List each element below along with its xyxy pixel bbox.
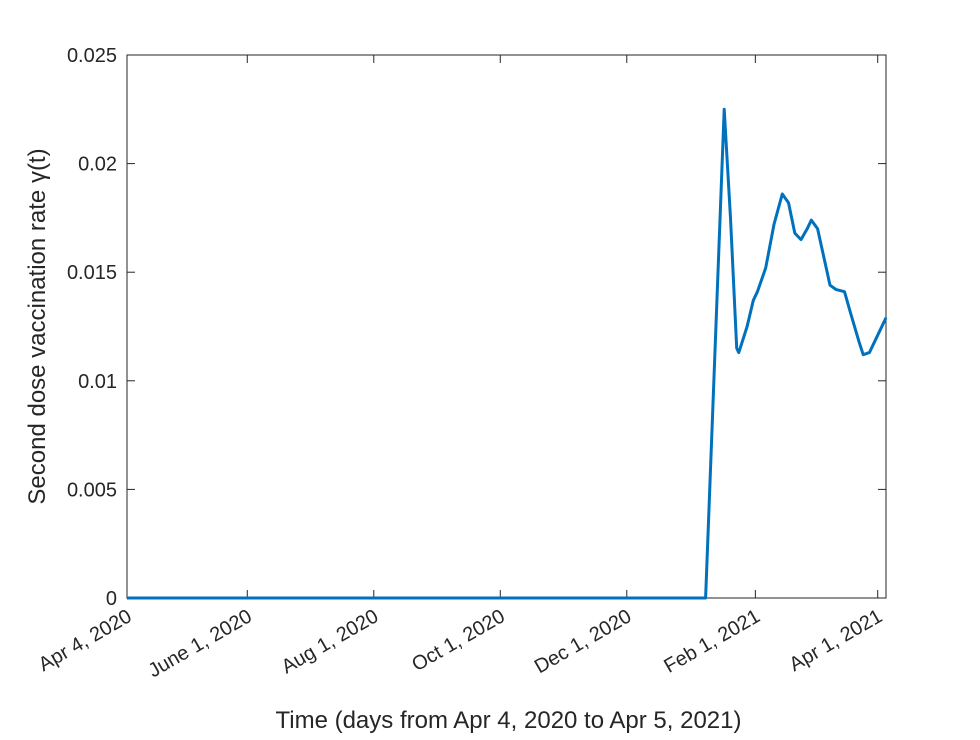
y-tick-label: 0.01 [78, 371, 117, 393]
y-tick-label: 0.02 [78, 154, 117, 176]
y-tick-label: 0.015 [67, 262, 117, 284]
plot-frame [126, 54, 887, 599]
series-layer [127, 107, 888, 600]
plot-area [126, 54, 887, 599]
x-axis-label: Time (days from Apr 4, 2020 to Apr 5, 20… [275, 707, 741, 734]
y-tick-label: 0 [106, 588, 117, 610]
y-axis: 0 0.005 0.01 0.015 0.02 0.025 [67, 45, 886, 610]
y-tick-label: 0.005 [67, 479, 117, 501]
y-axis-label: Second dose vaccination rate γ(t) [24, 148, 51, 504]
series-line [127, 107, 888, 600]
y-tick-label: 0.025 [67, 45, 117, 67]
